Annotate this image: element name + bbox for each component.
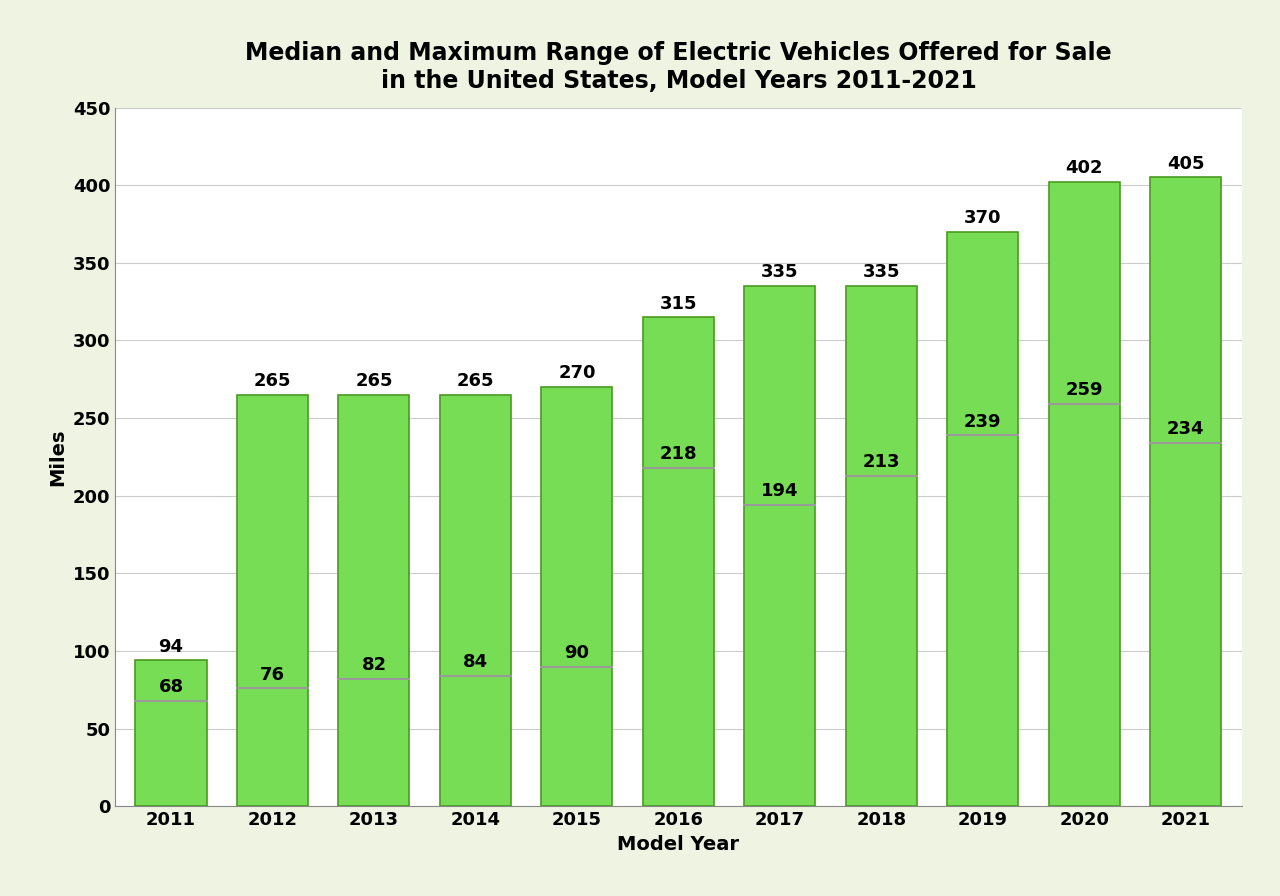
Bar: [1151, 177, 1221, 806]
Text: 265: 265: [253, 372, 292, 390]
Bar: [541, 387, 612, 806]
Text: 239: 239: [964, 412, 1001, 431]
Text: 265: 265: [356, 372, 393, 390]
Bar: [745, 286, 815, 806]
Text: 370: 370: [964, 209, 1001, 227]
Text: 265: 265: [457, 372, 494, 390]
Text: 94: 94: [159, 638, 183, 656]
Text: 405: 405: [1167, 155, 1204, 173]
Text: 76: 76: [260, 666, 285, 684]
Text: 259: 259: [1065, 382, 1103, 400]
Text: 335: 335: [863, 263, 900, 281]
Title: Median and Maximum Range of Electric Vehicles Offered for Sale
in the United Sta: Median and Maximum Range of Electric Veh…: [244, 41, 1112, 93]
Text: 335: 335: [762, 263, 799, 281]
Text: 270: 270: [558, 365, 595, 383]
Text: 402: 402: [1065, 159, 1103, 177]
Text: 84: 84: [463, 653, 488, 671]
Bar: [338, 395, 410, 806]
Bar: [237, 395, 308, 806]
Text: 315: 315: [659, 295, 698, 313]
Text: 194: 194: [762, 482, 799, 501]
Bar: [136, 660, 206, 806]
Text: 234: 234: [1167, 420, 1204, 438]
Bar: [846, 286, 916, 806]
Bar: [643, 317, 714, 806]
Text: 68: 68: [159, 678, 183, 696]
Text: 218: 218: [659, 445, 698, 463]
Text: 90: 90: [564, 644, 589, 662]
X-axis label: Model Year: Model Year: [617, 835, 740, 854]
Y-axis label: Miles: Miles: [49, 428, 68, 486]
Text: 213: 213: [863, 453, 900, 471]
Bar: [1048, 182, 1120, 806]
Bar: [947, 232, 1019, 806]
Bar: [440, 395, 511, 806]
Text: 82: 82: [361, 657, 387, 675]
